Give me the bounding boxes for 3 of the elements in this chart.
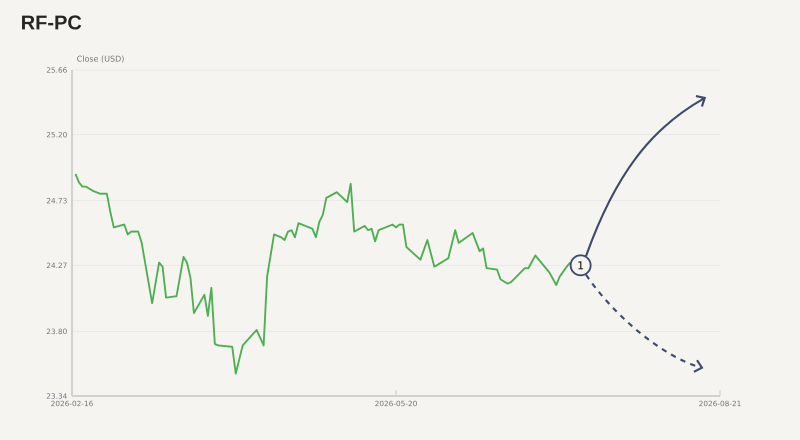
- chart-title: RF-PC: [22, 15, 82, 30]
- y-axis-title: Close (USD): [77, 55, 124, 63]
- annotation: 1: [578, 261, 584, 270]
